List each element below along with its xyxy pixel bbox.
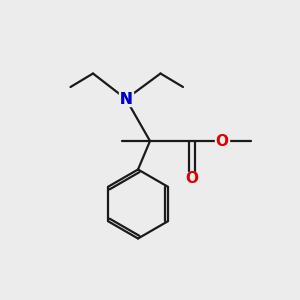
Text: N: N — [120, 92, 132, 106]
Text: O: O — [215, 134, 229, 148]
Text: N: N — [120, 92, 132, 106]
Bar — [215, 134, 229, 148]
Text: O: O — [185, 171, 199, 186]
Bar — [185, 172, 199, 185]
Bar — [119, 92, 133, 106]
